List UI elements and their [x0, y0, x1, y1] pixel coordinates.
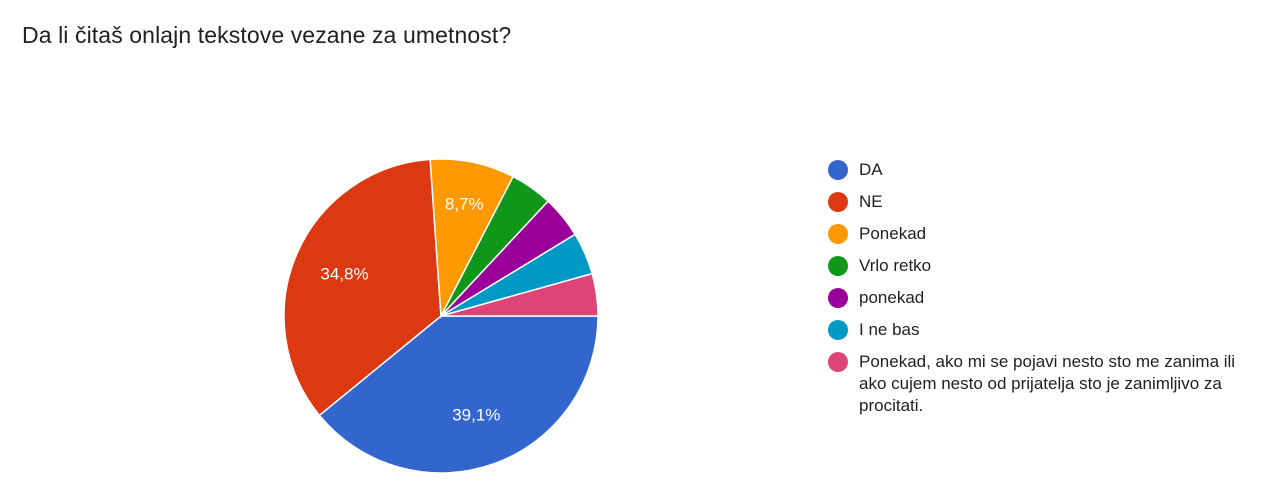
pie-slice-labels: 39,1% 34,8% 8,7% [320, 194, 500, 424]
legend-label: Vrlo retko [859, 256, 932, 275]
pie-slice-label-3: 8,7% [445, 194, 484, 213]
legend-item-6: I ne bas [828, 319, 1248, 341]
legend-swatch-icon [828, 352, 848, 372]
legend-item-1: DA [828, 159, 1248, 181]
legend-swatch-icon [828, 192, 848, 212]
legend-item-7: Ponekad, ako mi se pojavi nesto sto me z… [828, 351, 1248, 417]
legend-label: Ponekad, ako mi se pojavi nesto sto me z… [859, 352, 1236, 415]
pie-slice-2 [283, 158, 442, 417]
legend-item-5: ponekad [828, 287, 1248, 309]
chart-title: Da li čitaš onlajn tekstove vezane za um… [22, 22, 512, 48]
pie-slices [283, 158, 599, 474]
legend-label: I ne bas [859, 320, 920, 339]
pie-slice-label-1: 39,1% [452, 406, 500, 425]
legend-swatch-icon [828, 224, 848, 244]
legend-swatch-icon [828, 288, 848, 308]
legend-item-2: NE [828, 191, 1248, 213]
legend-label: ponekad [859, 288, 925, 307]
legend-label: Ponekad [859, 224, 927, 243]
legend: DA NE Ponekad Vrlo retko ponekad I ne bas Pone… [828, 159, 1248, 427]
legend-item-4: Vrlo retko [828, 255, 1248, 277]
legend-swatch-icon [828, 256, 848, 276]
pie-slice-1 [318, 315, 599, 474]
legend-label: DA [859, 160, 883, 179]
pie-slice-label-2: 34,8% [320, 265, 368, 284]
legend-item-3: Ponekad [828, 223, 1248, 245]
legend-swatch-icon [828, 160, 848, 180]
legend-label: NE [859, 192, 883, 211]
pie-slice-7 [440, 272, 599, 317]
legend-swatch-icon [828, 320, 848, 340]
pie-slice-3 [429, 158, 515, 319]
